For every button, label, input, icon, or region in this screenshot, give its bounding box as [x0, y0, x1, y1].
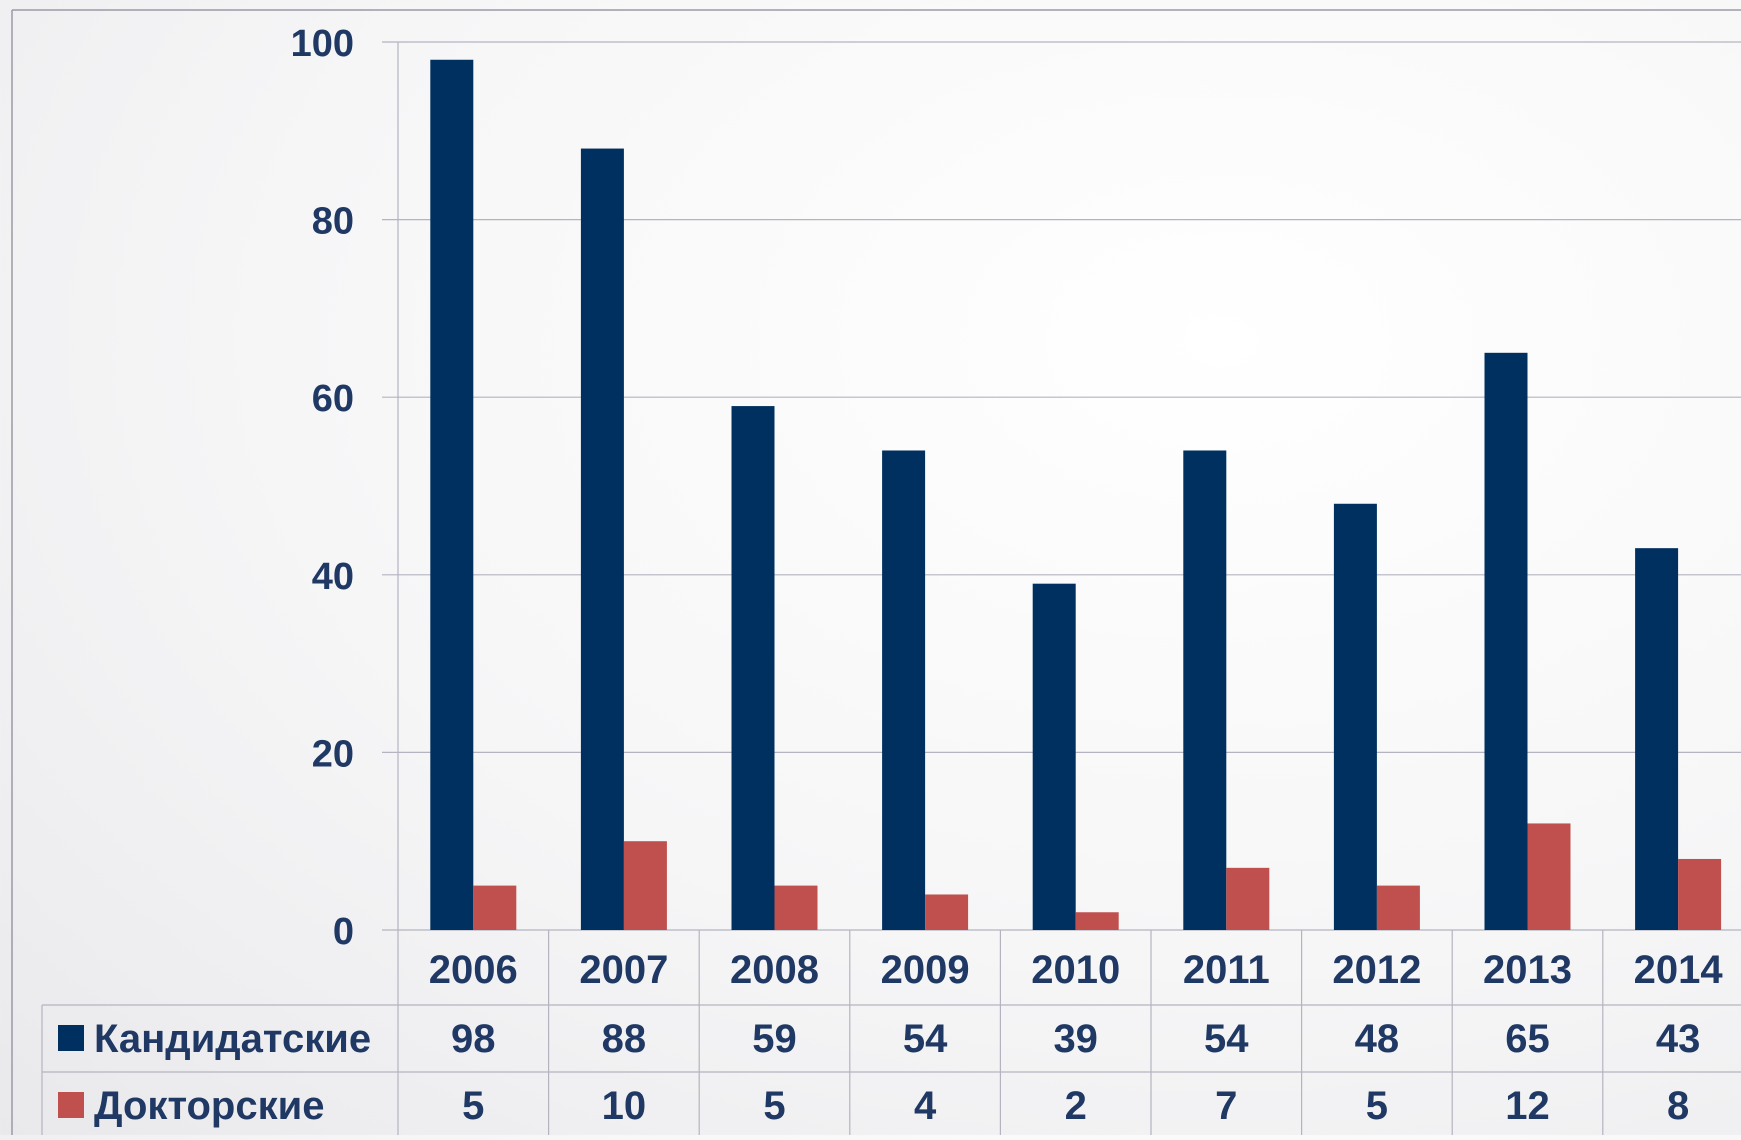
- data-label: 5: [462, 1084, 484, 1128]
- y-tick-label: 20: [312, 733, 354, 775]
- bar-candidate: [1484, 352, 1528, 930]
- bar-doctor: [925, 894, 969, 930]
- bar-candidate: [1333, 503, 1377, 930]
- bar-candidate: [580, 148, 624, 930]
- bar-candidate: [1635, 548, 1679, 930]
- bar-doctor: [1376, 885, 1420, 930]
- y-tick-label: 60: [312, 378, 354, 420]
- x-category-label: 2008: [730, 948, 819, 992]
- bars: [430, 59, 1722, 931]
- x-category-label: 2014: [1634, 948, 1724, 992]
- y-tick-label: 0: [333, 911, 354, 953]
- data-label: 12: [1505, 1084, 1550, 1128]
- data-label: 65: [1505, 1017, 1550, 1061]
- data-label: 4: [914, 1084, 937, 1128]
- y-tick-label: 40: [312, 556, 354, 598]
- bar-candidate: [731, 406, 775, 931]
- x-category-label: 2009: [881, 948, 970, 992]
- x-category-label: 2013: [1483, 948, 1572, 992]
- y-tick-label: 100: [291, 23, 354, 65]
- bar-doctor: [1527, 823, 1571, 930]
- data-table: 2006 2007 2008 2009 2010 2011 2012 2013 2014 Канд…: [41, 930, 1741, 1135]
- legend-label: Докторские: [94, 1084, 324, 1128]
- x-category-label: 2007: [579, 948, 668, 992]
- data-label: 54: [1204, 1017, 1249, 1061]
- data-label: 48: [1355, 1017, 1400, 1061]
- data-label: 7: [1215, 1084, 1237, 1128]
- data-label: 2: [1065, 1084, 1087, 1128]
- bar-doctor: [623, 841, 667, 930]
- data-label: 8: [1667, 1084, 1689, 1128]
- data-label: 98: [451, 1017, 496, 1061]
- data-label: 39: [1053, 1017, 1098, 1061]
- x-category-label: 2010: [1031, 948, 1120, 992]
- legend-key-candidate: [58, 1025, 84, 1051]
- bar-doctor: [473, 885, 517, 930]
- x-category-label: 2011: [1183, 948, 1270, 992]
- y-tick-label: 80: [312, 201, 354, 243]
- data-label: 59: [752, 1017, 797, 1061]
- legend-label: Кандидатские: [94, 1017, 371, 1061]
- chart-frame: [11, 9, 1741, 1135]
- bar-candidate: [1183, 450, 1227, 930]
- x-category-label: 2012: [1332, 948, 1421, 992]
- bar-candidate: [1032, 583, 1076, 930]
- y-axis-ticks: 0 20 40 60 80 100: [291, 23, 354, 953]
- bar-doctor: [1226, 867, 1270, 930]
- legend-key-doctor: [58, 1092, 84, 1118]
- data-label: 88: [602, 1017, 647, 1061]
- data-label: 5: [1366, 1084, 1388, 1128]
- bar-candidate: [430, 59, 474, 930]
- bar-candidate: [882, 450, 926, 930]
- bar-doctor: [1075, 912, 1119, 930]
- bar-doctor: [774, 885, 818, 930]
- data-label: 5: [763, 1084, 785, 1128]
- data-label: 10: [602, 1084, 647, 1128]
- data-label: 54: [903, 1017, 948, 1061]
- x-category-label: 2006: [429, 948, 518, 992]
- data-label: 43: [1656, 1017, 1701, 1061]
- bar-doctor: [1678, 858, 1722, 930]
